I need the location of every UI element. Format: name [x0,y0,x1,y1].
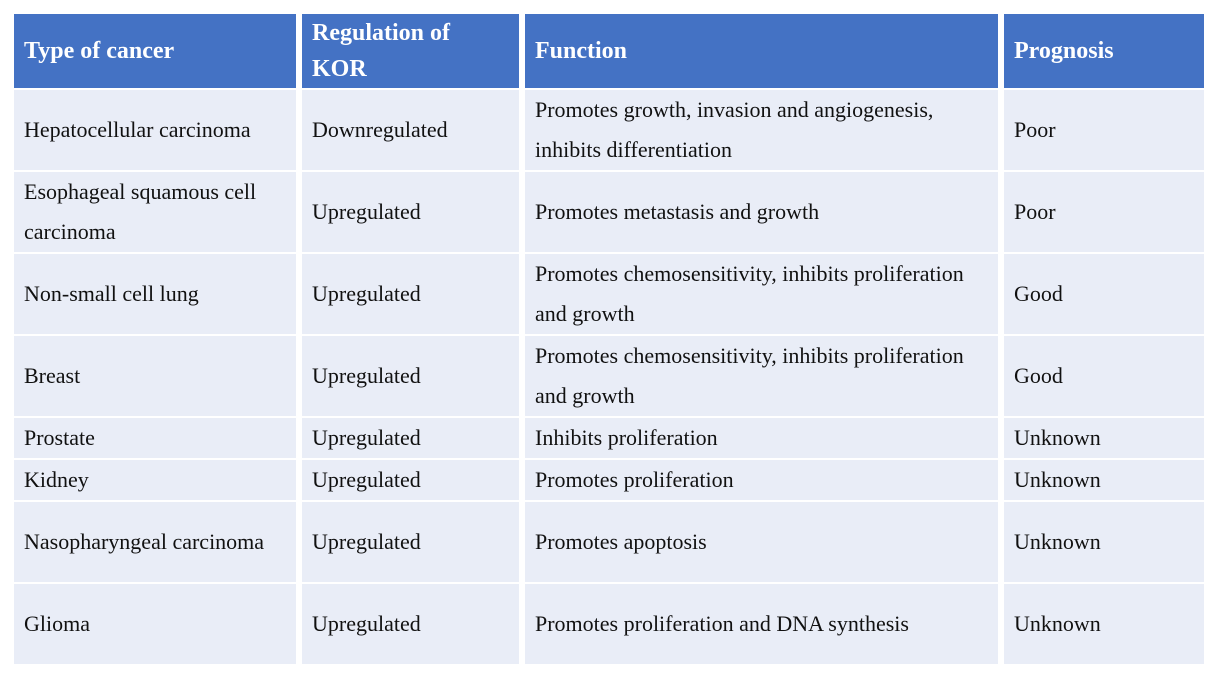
table-body: Hepatocellular carcinoma Downregulated Pro… [14,90,1204,664]
cell-regulation: Upregulated [302,418,519,458]
cell-regulation: Upregulated [302,336,519,416]
cell-type: Prostate [14,418,296,458]
cell-prognosis: Good [1004,254,1204,334]
cell-prognosis: Good [1004,336,1204,416]
cell-prognosis: Unknown [1004,460,1204,500]
table-row: Nasopharyngeal carcinoma Upregulated Promo… [14,502,1204,582]
cell-type: Non-small cell lung [14,254,296,334]
cell-type: Esophageal squamous cell carcinoma [14,172,296,252]
column-header-type: Type of cancer [14,14,296,88]
cell-function: Promotes chemosensitivity, inhibits prol… [525,336,998,416]
kor-cancer-table-container: Type of cancer Regulation of KOR Function P… [8,12,1210,666]
table-header: Type of cancer Regulation of KOR Function P… [14,14,1204,88]
cell-type: Kidney [14,460,296,500]
header-row: Type of cancer Regulation of KOR Function P… [14,14,1204,88]
cell-function: Promotes chemosensitivity, inhibits prol… [525,254,998,334]
cell-regulation: Upregulated [302,460,519,500]
cell-prognosis: Unknown [1004,418,1204,458]
column-header-regulation: Regulation of KOR [302,14,519,88]
cell-function: Promotes apoptosis [525,502,998,582]
cell-type: Hepatocellular carcinoma [14,90,296,170]
table-row: Glioma Upregulated Promotes proliferation … [14,584,1204,664]
cell-function: Inhibits proliferation [525,418,998,458]
cell-type: Glioma [14,584,296,664]
cell-regulation: Upregulated [302,254,519,334]
cell-prognosis: Unknown [1004,584,1204,664]
cell-prognosis: Unknown [1004,502,1204,582]
kor-cancer-table: Type of cancer Regulation of KOR Function P… [8,12,1210,666]
column-header-function: Function [525,14,998,88]
table-row: Kidney Upregulated Promotes proliferation U… [14,460,1204,500]
column-header-prognosis: Prognosis [1004,14,1204,88]
cell-regulation: Upregulated [302,172,519,252]
cell-regulation: Upregulated [302,584,519,664]
cell-prognosis: Poor [1004,90,1204,170]
table-row: Esophageal squamous cell carcinoma Upregu… [14,172,1204,252]
table-row: Hepatocellular carcinoma Downregulated Pro… [14,90,1204,170]
table-row: Non-small cell lung Upregulated Promotes c… [14,254,1204,334]
cell-regulation: Downregulated [302,90,519,170]
cell-function: Promotes metastasis and growth [525,172,998,252]
table-row: Prostate Upregulated Inhibits proliferatio… [14,418,1204,458]
cell-function: Promotes proliferation and DNA synthesis [525,584,998,664]
cell-function: Promotes growth, invasion and angiogenes… [525,90,998,170]
cell-function: Promotes proliferation [525,460,998,500]
cell-type: Breast [14,336,296,416]
cell-prognosis: Poor [1004,172,1204,252]
table-row: Breast Upregulated Promotes chemosensitivi… [14,336,1204,416]
cell-type: Nasopharyngeal carcinoma [14,502,296,582]
cell-regulation: Upregulated [302,502,519,582]
